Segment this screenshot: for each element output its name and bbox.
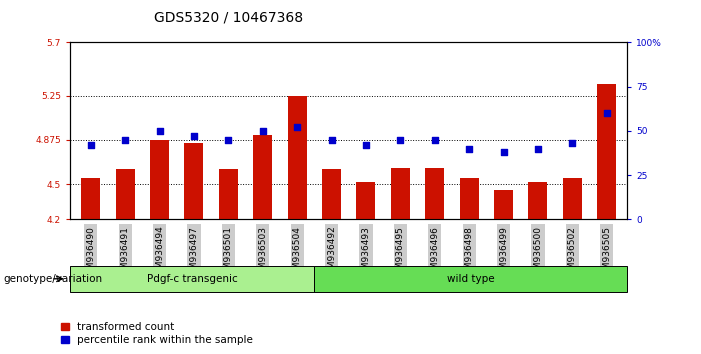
Bar [426, 168, 444, 219]
Bar [494, 190, 513, 219]
Point [498, 149, 509, 155]
Bar [391, 168, 410, 219]
Point [326, 137, 337, 143]
Point [189, 133, 200, 139]
Bar [287, 96, 306, 219]
Text: GDS5320 / 10467368: GDS5320 / 10467368 [154, 11, 304, 25]
Bar [150, 140, 169, 219]
Point [85, 142, 96, 148]
Bar [322, 169, 341, 219]
Bar [460, 178, 479, 219]
Point [360, 142, 372, 148]
Legend: transformed count, percentile rank within the sample: transformed count, percentile rank withi… [61, 322, 253, 345]
Bar [253, 135, 272, 219]
Point [601, 110, 613, 116]
Bar [81, 178, 100, 219]
Point [223, 137, 234, 143]
Text: wild type: wild type [447, 274, 494, 284]
Bar [314, 266, 627, 292]
Point [292, 125, 303, 130]
Bar [597, 84, 616, 219]
Point [429, 137, 440, 143]
Bar [116, 169, 135, 219]
Bar [184, 143, 203, 219]
Bar [529, 182, 547, 219]
Bar [219, 169, 238, 219]
Point [154, 128, 165, 134]
Point [532, 146, 543, 152]
Bar [563, 178, 582, 219]
Point [463, 146, 475, 152]
Point [395, 137, 406, 143]
Point [120, 137, 131, 143]
Text: genotype/variation: genotype/variation [4, 274, 102, 284]
Point [566, 141, 578, 146]
Bar [357, 182, 376, 219]
Text: Pdgf-c transgenic: Pdgf-c transgenic [147, 274, 238, 284]
Point [257, 128, 268, 134]
Bar [70, 266, 314, 292]
